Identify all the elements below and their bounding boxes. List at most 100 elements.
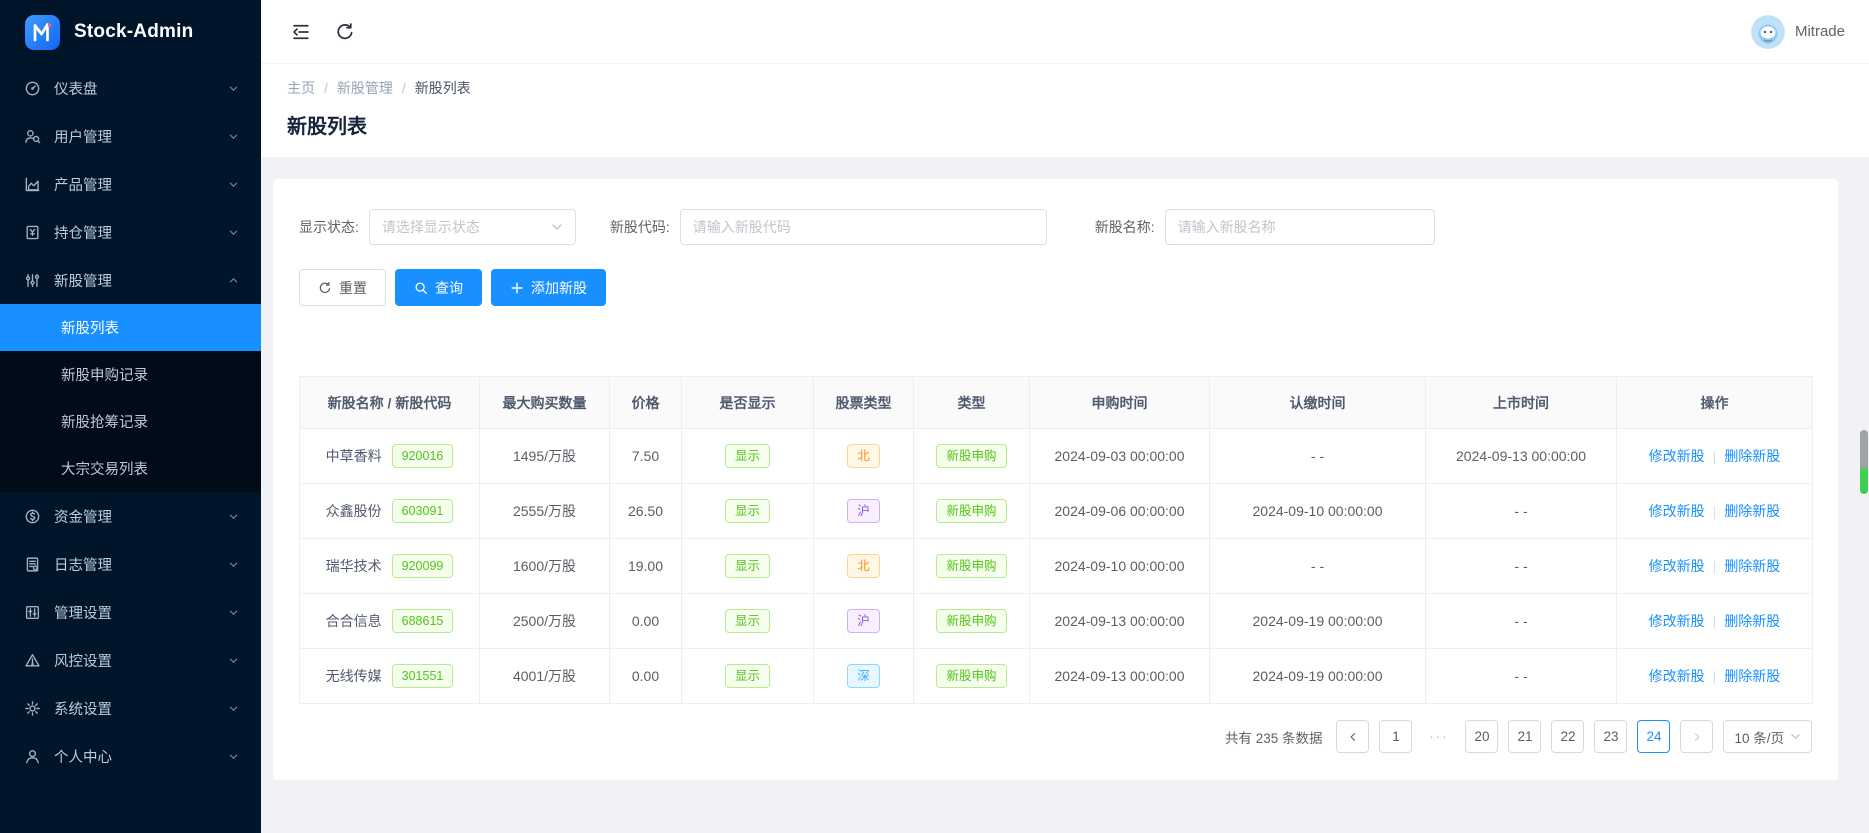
reset-button[interactable]: 重置 [299, 269, 386, 306]
stock-code-badge: 603091 [391, 498, 454, 524]
sidebar-subitem[interactable]: 新股申购记录 [61, 368, 148, 384]
sidebar-subitem[interactable]: 新股抢筹记录 [61, 415, 148, 431]
page-size-select[interactable]: 10 条/页 [1723, 720, 1812, 753]
breadcrumb-item[interactable]: 新股管理 [336, 80, 393, 96]
sidebar-item[interactable]: 持仓管理 [0, 208, 261, 256]
breadcrumb-item[interactable]: 主页 [287, 80, 315, 96]
sidebar-item[interactable]: 产品管理 [0, 160, 261, 208]
refresh-icon[interactable] [335, 22, 355, 42]
display-status-select[interactable]: 请选择显示状态 [368, 209, 576, 245]
table-row: 合合信息 688615 2500/万股 0.00 显示 沪 新股申购 2024-09-13 0… [299, 593, 1813, 649]
price-cell: 26.50 [609, 483, 682, 539]
stock-code-badge: 301551 [391, 663, 454, 689]
column-header: 操作 [1616, 376, 1813, 429]
display-status-placeholder: 请选择显示状态 [381, 219, 480, 235]
sidebar-item[interactable]: 系统设置 [0, 684, 261, 732]
page-button[interactable]: 20 [1465, 720, 1499, 753]
delete-stock-link[interactable]: 删除新股 [1724, 448, 1781, 464]
chevron-down-icon [228, 751, 239, 762]
sidebar-subitem[interactable]: 新股列表 [0, 304, 261, 351]
delete-stock-link[interactable]: 删除新股 [1724, 613, 1781, 629]
visible-badge: 显示 [724, 663, 770, 689]
sidebar-item-label: 持仓管理 [54, 225, 112, 242]
edit-stock-link[interactable]: 修改新股 [1648, 503, 1705, 519]
pay-time-cell: - - [1209, 538, 1426, 594]
breadcrumb-item: 新股列表 [414, 80, 471, 96]
table-header-row: 新股名称 / 新股代码 最大购买数量 价格 是否显示 股票类型 类型 申购时间 认缴时间 上市时… [299, 376, 1813, 429]
sidebar-item[interactable]: 新股管理 [0, 256, 261, 304]
delete-stock-link[interactable]: 删除新股 [1724, 668, 1781, 684]
apply-time-cell: 2024-09-13 00:00:00 [1029, 593, 1210, 649]
prev-page-button[interactable] [1336, 720, 1370, 753]
delete-stock-link[interactable]: 删除新股 [1724, 503, 1781, 519]
funds-icon [24, 508, 41, 525]
main-area: Mitrade 主页 / 新股管理 / 新股列表 新股列表 显示状态: 请选择显示状态 … [261, 0, 1869, 833]
column-header: 申购时间 [1029, 376, 1210, 429]
stock-name: 无线传媒 [325, 668, 382, 684]
delete-stock-link[interactable]: 删除新股 [1724, 558, 1781, 574]
op-divider: | [1712, 448, 1717, 464]
sidebar-item-label: 新股管理 [54, 273, 112, 290]
chevron-down-icon [228, 179, 239, 190]
add-stock-button[interactable]: 添加新股 [491, 269, 606, 306]
page-button[interactable]: 1 [1379, 720, 1413, 753]
list-time-cell: - - [1425, 593, 1617, 649]
edit-stock-link[interactable]: 修改新股 [1648, 558, 1705, 574]
op-divider: | [1712, 613, 1717, 629]
max-buy-cell: 2500/万股 [479, 593, 610, 649]
edit-stock-link[interactable]: 修改新股 [1648, 668, 1705, 684]
menu-fold-icon[interactable] [291, 22, 311, 42]
system-icon [24, 700, 41, 717]
sidebar-item[interactable]: 风控设置 [0, 636, 261, 684]
display-status-label: 显示状态: [299, 219, 359, 235]
table-row: 无线传媒 301551 4001/万股 0.00 显示 深 新股申购 2024-09-13 0… [299, 648, 1813, 704]
sidebar-item[interactable]: 个人中心 [0, 732, 261, 780]
page-size-value: 10 条/页 [1734, 730, 1784, 746]
sidebar-item[interactable]: 仪表盘 [0, 64, 261, 112]
scrollbar-thumb[interactable] [1860, 430, 1868, 494]
positions-icon [24, 224, 41, 241]
plus-icon [510, 281, 524, 295]
chevron-down-icon [1790, 731, 1801, 742]
sidebar-item[interactable]: 管理设置 [0, 588, 261, 636]
stock-code-input[interactable] [679, 209, 1047, 245]
sidebar-subitem[interactable]: 大宗交易列表 [61, 462, 148, 478]
column-header: 新股名称 / 新股代码 [299, 376, 480, 429]
chevron-up-icon [228, 275, 239, 286]
ipo-icon [24, 272, 41, 289]
page-button[interactable]: 21 [1508, 720, 1542, 753]
edit-stock-link[interactable]: 修改新股 [1648, 448, 1705, 464]
page-ellipsis: ··· [1422, 720, 1456, 753]
list-time-cell: - - [1425, 483, 1617, 539]
column-header: 类型 [913, 376, 1030, 429]
profile-icon [24, 748, 41, 765]
sidebar-item-label: 产品管理 [54, 177, 112, 194]
search-button[interactable]: 查询 [395, 269, 482, 306]
sidebar-item[interactable]: 日志管理 [0, 540, 261, 588]
page-button[interactable]: 23 [1594, 720, 1628, 753]
app-logo[interactable]: Stock-Admin [0, 0, 261, 64]
sidebar-item[interactable]: 用户管理 [0, 112, 261, 160]
sidebar-item-label: 系统设置 [54, 701, 112, 718]
edit-stock-link[interactable]: 修改新股 [1648, 613, 1705, 629]
users-icon [24, 128, 41, 145]
type-badge: 新股申购 [936, 443, 1007, 469]
app-title: Stock-Admin [74, 21, 194, 42]
page-button[interactable]: 24 [1637, 720, 1671, 753]
next-page-button[interactable] [1680, 720, 1714, 753]
column-header: 价格 [609, 376, 682, 429]
pagination: 共有 235 条数据 1 ··· 20 21 22 23 24 10 条/页 [299, 720, 1812, 753]
visible-badge: 显示 [724, 498, 770, 524]
list-time-cell: - - [1425, 538, 1617, 594]
table-row: 众鑫股份 603091 2555/万股 26.50 显示 沪 新股申购 2024-09-06 … [299, 483, 1813, 539]
stock-name-input[interactable] [1164, 209, 1435, 245]
page-button[interactable]: 22 [1551, 720, 1585, 753]
stock-code-badge: 920016 [391, 443, 454, 469]
action-buttons: 重置 查询 添加新股 [299, 269, 1812, 306]
chevron-down-icon [228, 511, 239, 522]
sidebar-item-label: 风控设置 [54, 653, 112, 670]
apply-time-cell: 2024-09-06 00:00:00 [1029, 483, 1210, 539]
list-time-cell: - - [1425, 648, 1617, 704]
user-menu[interactable]: Mitrade [1750, 14, 1845, 49]
sidebar-item[interactable]: 资金管理 [0, 492, 261, 540]
